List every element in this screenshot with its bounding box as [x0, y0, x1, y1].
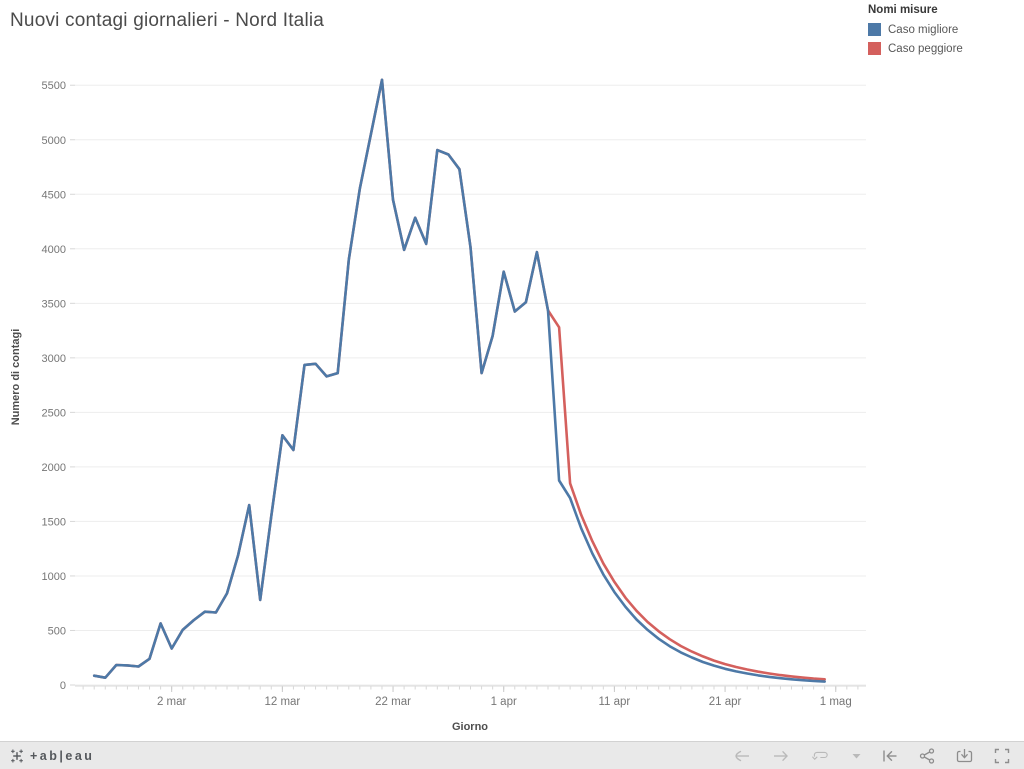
legend-item-caso-peggiore[interactable]: Caso peggiore	[868, 42, 1020, 55]
legend-label-caso-peggiore: Caso peggiore	[888, 42, 963, 55]
y-tick-label: 4000	[42, 244, 66, 256]
redo-icon[interactable]	[772, 749, 790, 763]
y-axis-title: Numero di contagi	[10, 328, 22, 426]
series-line-caso-migliore[interactable]	[92, 78, 827, 683]
legend: Nomi misure Caso migliore Caso peggiore	[868, 4, 1020, 61]
tableau-logo[interactable]: +ab|eau	[0, 749, 94, 763]
y-tick-label: 5000	[42, 135, 66, 147]
x-tick-label: 2 mar	[157, 696, 187, 708]
x-tick-label: 12 mar	[264, 696, 300, 708]
y-tick-label: 0	[60, 680, 66, 692]
legend-item-caso-migliore[interactable]: Caso migliore	[868, 23, 1020, 36]
undo-icon[interactable]	[733, 749, 751, 763]
toolbar: +ab|eau	[0, 741, 1024, 769]
y-tick-label: 5500	[42, 80, 66, 92]
legend-swatch-caso-migliore	[868, 23, 881, 36]
legend-swatch-caso-peggiore	[868, 42, 881, 55]
chart-title: Nuovi contagi giornalieri - Nord Italia	[10, 10, 325, 31]
y-tick-label: 1500	[42, 516, 66, 528]
toolbar-icons	[733, 747, 1024, 764]
share-icon[interactable]	[919, 747, 935, 764]
y-tick-label: 500	[48, 625, 66, 637]
download-icon[interactable]	[956, 748, 973, 764]
x-tick-label: 22 mar	[375, 696, 411, 708]
y-tick-label: 2500	[42, 407, 66, 419]
y-tick-label: 2000	[42, 462, 66, 474]
tableau-logo-text: +ab|eau	[30, 748, 95, 763]
x-tick-label: 11 apr	[599, 696, 631, 708]
x-axis-title: Giorno	[451, 721, 489, 733]
y-tick-label: 4500	[42, 189, 66, 201]
y-tick-label: 3000	[42, 353, 66, 365]
fullscreen-icon[interactable]	[994, 748, 1010, 764]
refresh-icon[interactable]	[811, 749, 831, 763]
x-tick-label: 21 apr	[709, 696, 742, 708]
x-tick-label: 1 apr	[491, 696, 517, 708]
x-tick-label: 1 mag	[820, 696, 852, 708]
y-tick-label: 1000	[42, 571, 66, 583]
y-tick-label: 3500	[42, 298, 66, 310]
legend-title: Nomi misure	[868, 4, 938, 16]
line-chart-canvas[interactable]: 0 500 1000 1500 2000 2500 3000 3500 4000 4500 5000…	[0, 0, 1024, 741]
legend-label-caso-migliore: Caso migliore	[888, 23, 959, 36]
refresh-dropdown-icon[interactable]	[852, 753, 861, 759]
tableau-logo-icon	[10, 749, 24, 763]
revert-icon[interactable]	[882, 749, 898, 763]
